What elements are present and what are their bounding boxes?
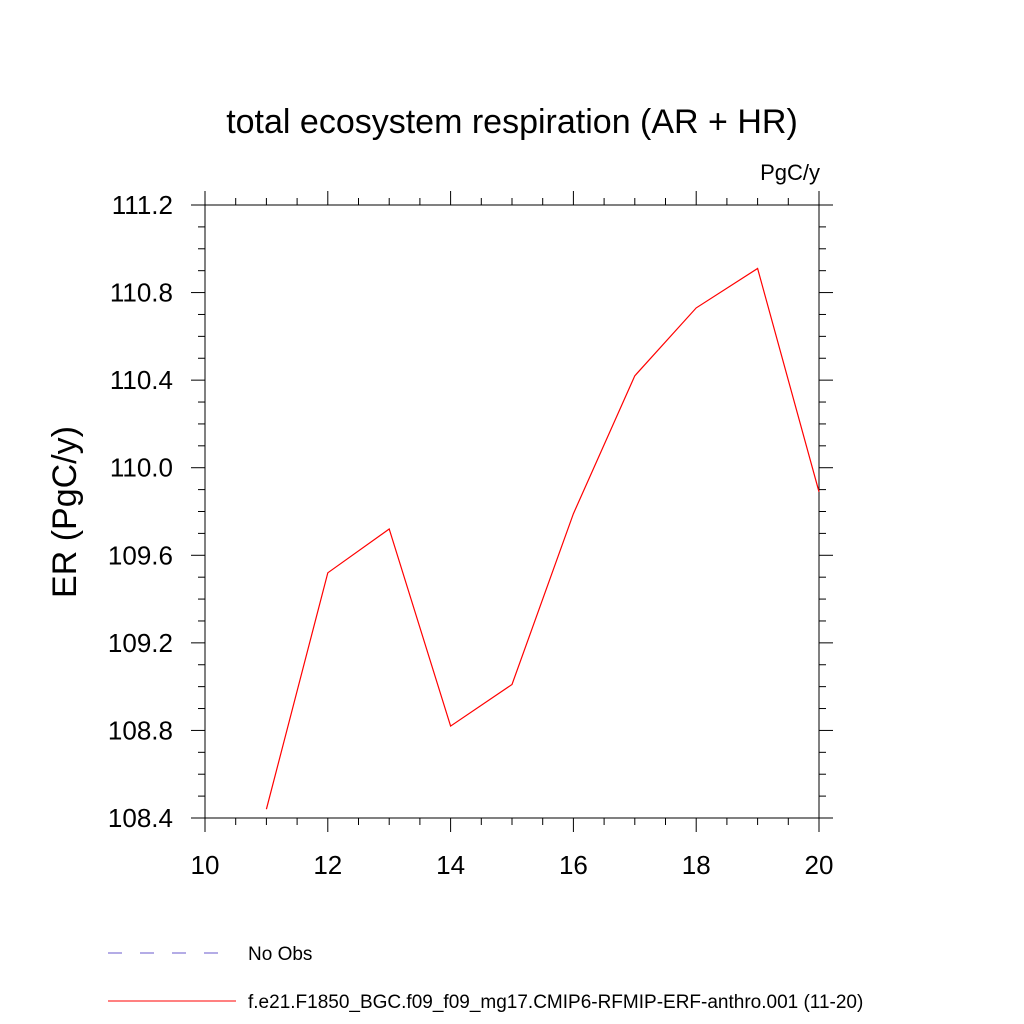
y-tick-label: 111.2 [112,190,173,220]
y-tick-label: 109.2 [108,628,173,658]
axes: 10 12 14 16 18 20 108.4 108.8 109.2 109.6 110.0 110… [108,190,834,880]
series-layer [265,267,820,810]
units-label: PgC/y [760,160,820,185]
x-tick-label: 14 [436,850,465,880]
x-tick-label: 12 [313,850,342,880]
x-tick-label: 18 [682,850,711,880]
y-axis-label: ER (PgC/y) [46,426,84,598]
chart-title: total ecosystem respiration (AR + HR) [226,103,798,141]
y-tick-label: 108.4 [108,803,173,833]
series-line [265,267,820,810]
plot-frame [204,204,820,819]
x-tick-label: 16 [559,850,588,880]
legend: No Obs f.e21.F1850_BGC.f09_f09_mg17.CMIP6… [108,944,863,1013]
legend-label: No Obs [248,944,312,965]
y-tick-label: 109.6 [108,540,173,570]
y-tick-label: 108.8 [108,715,173,745]
legend-label: f.e21.F1850_BGC.f09_f09_mg17.CMIP6-RFMIP… [248,992,863,1013]
y-tick-label: 110.0 [110,453,173,483]
x-tick-label: 10 [191,850,220,880]
y-tick-label: 110.4 [110,365,173,395]
x-tick-label: 20 [805,850,834,880]
y-tick-label: 110.8 [110,278,173,308]
